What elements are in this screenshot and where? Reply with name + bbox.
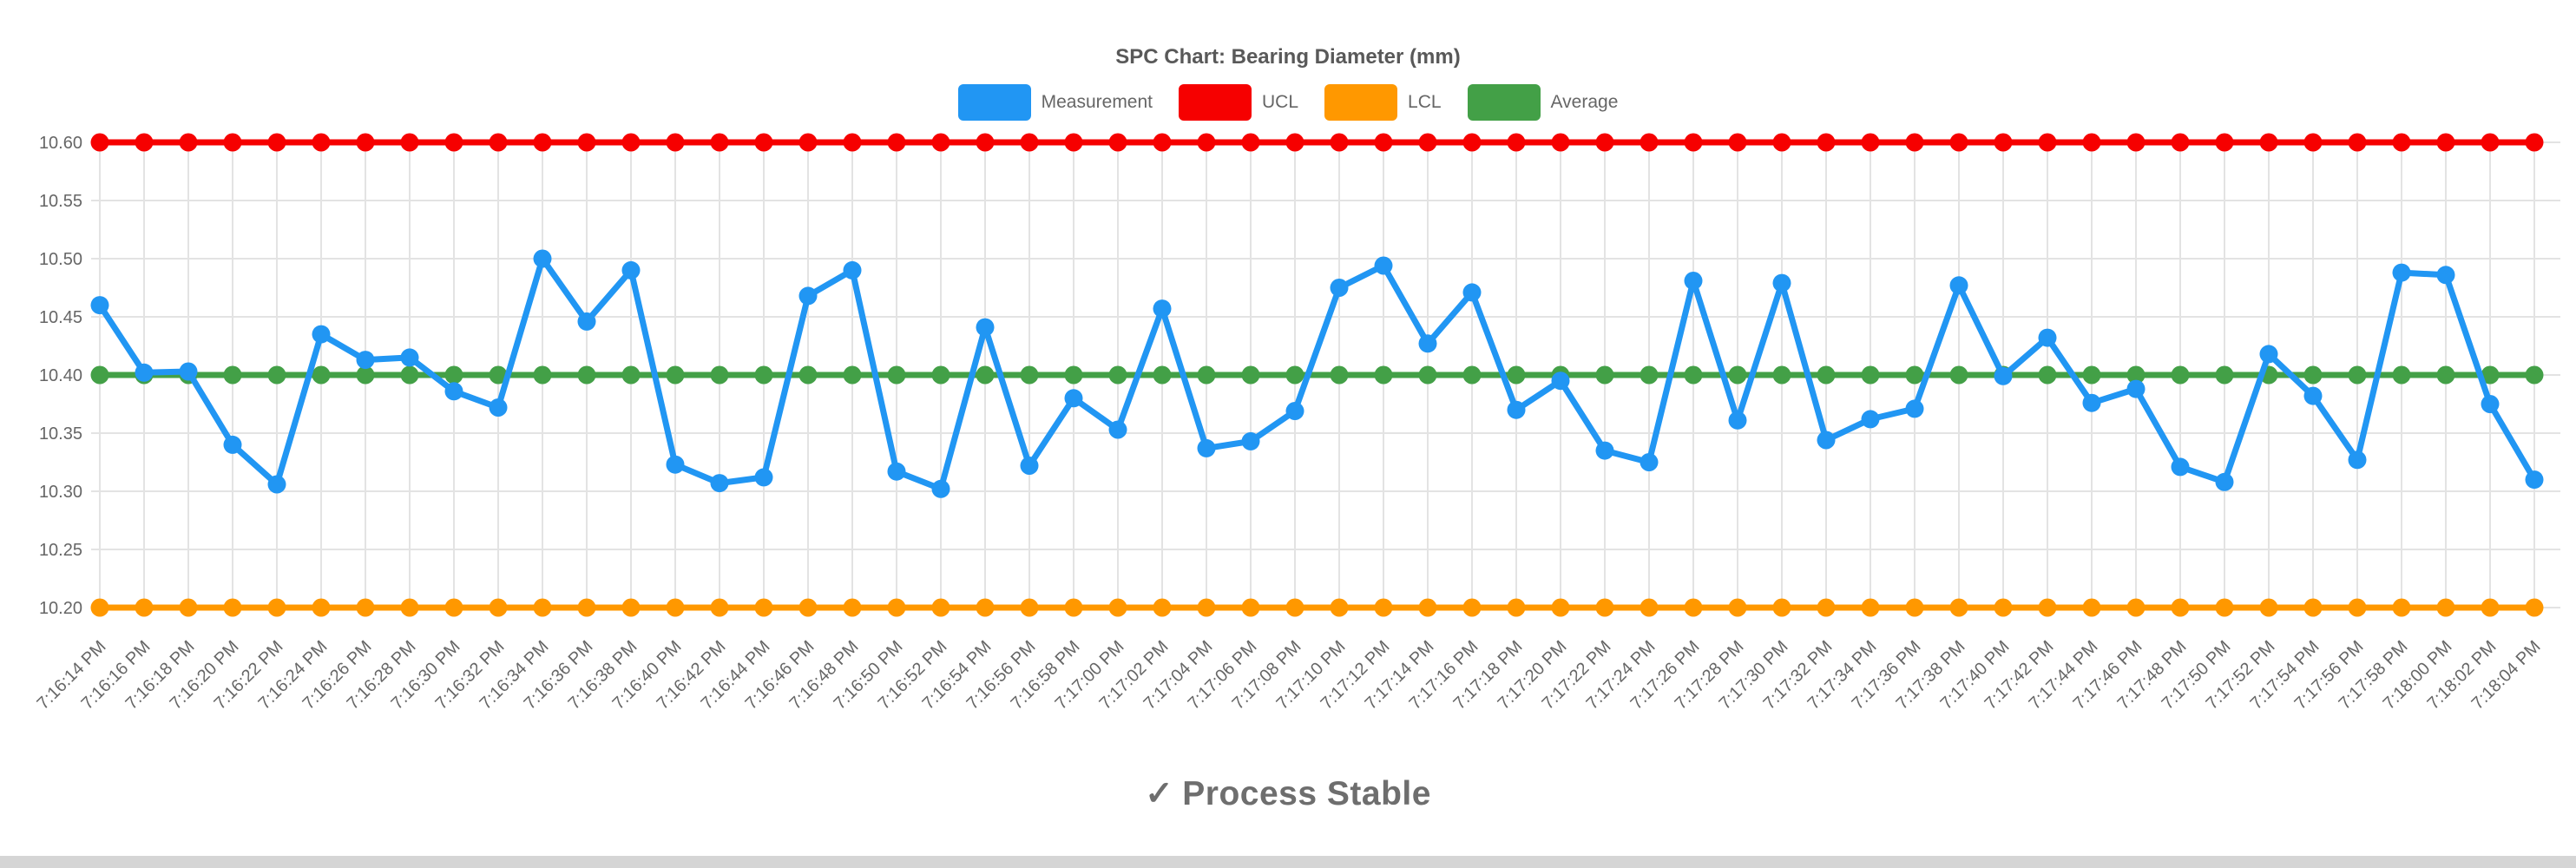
process-status: ✓ Process Stable — [0, 774, 2576, 813]
legend-item-ucl[interactable]: UCL — [1179, 84, 1298, 121]
series-ucl — [90, 133, 2544, 152]
y-axis-labels: 10.60 10.55 10.50 10.45 10.40 10.35 10.30 10.25… — [39, 134, 82, 618]
legend-item-average[interactable]: Average — [1467, 84, 1619, 121]
legend-label: LCL — [1408, 92, 1442, 112]
series-lcl — [90, 598, 2544, 617]
process-status-text: Process Stable — [1182, 775, 1431, 812]
legend-label: UCL — [1262, 92, 1299, 112]
svg-text:10.55: 10.55 — [39, 192, 82, 211]
grid-vertical — [99, 142, 2535, 615]
x-axis-labels: 7:16:14 PM7:16:16 PM7:16:18 PM7:16:20 PM… — [34, 637, 2545, 713]
legend-item-measurement[interactable]: Measurement — [957, 84, 1153, 121]
lcl-swatch-icon — [1324, 84, 1398, 121]
legend-item-lcl[interactable]: LCL — [1324, 84, 1442, 121]
average-swatch-icon — [1467, 84, 1541, 121]
series-average — [90, 365, 2544, 385]
svg-text:10.40: 10.40 — [39, 366, 82, 385]
ucl-swatch-icon — [1179, 84, 1252, 121]
legend-label: Measurement — [1041, 92, 1153, 112]
svg-text:10.45: 10.45 — [39, 308, 82, 327]
svg-text:10.25: 10.25 — [39, 541, 82, 560]
chart-title: SPC Chart: Bearing Diameter (mm) — [1115, 45, 1461, 69]
svg-text:10.35: 10.35 — [39, 424, 82, 444]
svg-text:10.30: 10.30 — [39, 483, 82, 502]
measurement-swatch-icon — [957, 84, 1031, 121]
legend-label: Average — [1550, 92, 1619, 112]
horizontal-scrollbar[interactable] — [0, 856, 2576, 868]
chart-legend: Measurement UCL LCL Average — [0, 84, 2576, 121]
svg-text:10.60: 10.60 — [39, 134, 82, 153]
svg-text:10.50: 10.50 — [39, 250, 82, 269]
checkmark-icon: ✓ — [1145, 775, 1174, 812]
series-measurement[interactable] — [90, 249, 2544, 498]
svg-text:10.20: 10.20 — [39, 599, 82, 618]
